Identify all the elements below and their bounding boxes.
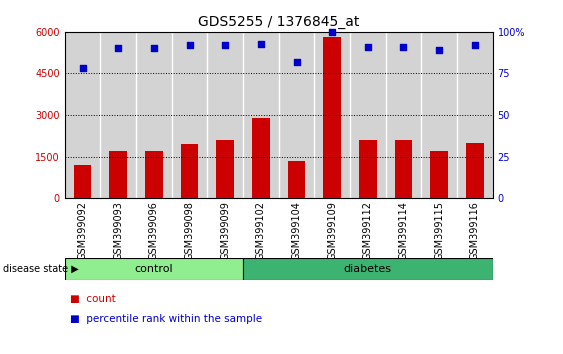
Bar <box>100 32 136 198</box>
Text: disease state ▶: disease state ▶ <box>3 264 79 274</box>
Bar <box>74 165 91 198</box>
Bar <box>207 32 243 198</box>
Bar <box>288 161 305 198</box>
Point <box>221 42 230 48</box>
Point <box>78 65 87 71</box>
Text: ■  count: ■ count <box>70 294 116 304</box>
Point <box>114 46 123 51</box>
Bar <box>136 32 172 198</box>
Bar <box>279 32 314 198</box>
Bar <box>430 151 448 198</box>
Point <box>328 29 337 35</box>
Bar <box>421 32 457 198</box>
Title: GDS5255 / 1376845_at: GDS5255 / 1376845_at <box>198 16 359 29</box>
Point <box>435 47 444 53</box>
Bar <box>243 258 493 280</box>
Point <box>470 42 479 48</box>
Point <box>363 44 372 50</box>
Bar <box>181 144 198 198</box>
Text: diabetes: diabetes <box>344 264 392 274</box>
Bar <box>314 32 350 198</box>
Point <box>256 41 265 46</box>
Point <box>185 42 194 48</box>
Bar <box>359 140 377 198</box>
Text: ■  percentile rank within the sample: ■ percentile rank within the sample <box>70 314 262 324</box>
Bar <box>323 38 341 198</box>
Bar <box>457 32 493 198</box>
Bar <box>395 140 412 198</box>
Point <box>399 44 408 50</box>
Bar <box>252 118 270 198</box>
Bar <box>466 143 484 198</box>
Bar <box>65 258 243 280</box>
Bar <box>65 32 100 198</box>
Text: control: control <box>135 264 173 274</box>
Bar <box>109 151 127 198</box>
Bar <box>145 151 163 198</box>
Bar <box>172 32 207 198</box>
Point <box>149 46 158 51</box>
Bar <box>350 32 386 198</box>
Bar <box>243 32 279 198</box>
Bar <box>216 140 234 198</box>
Bar <box>386 32 421 198</box>
Point <box>292 59 301 65</box>
